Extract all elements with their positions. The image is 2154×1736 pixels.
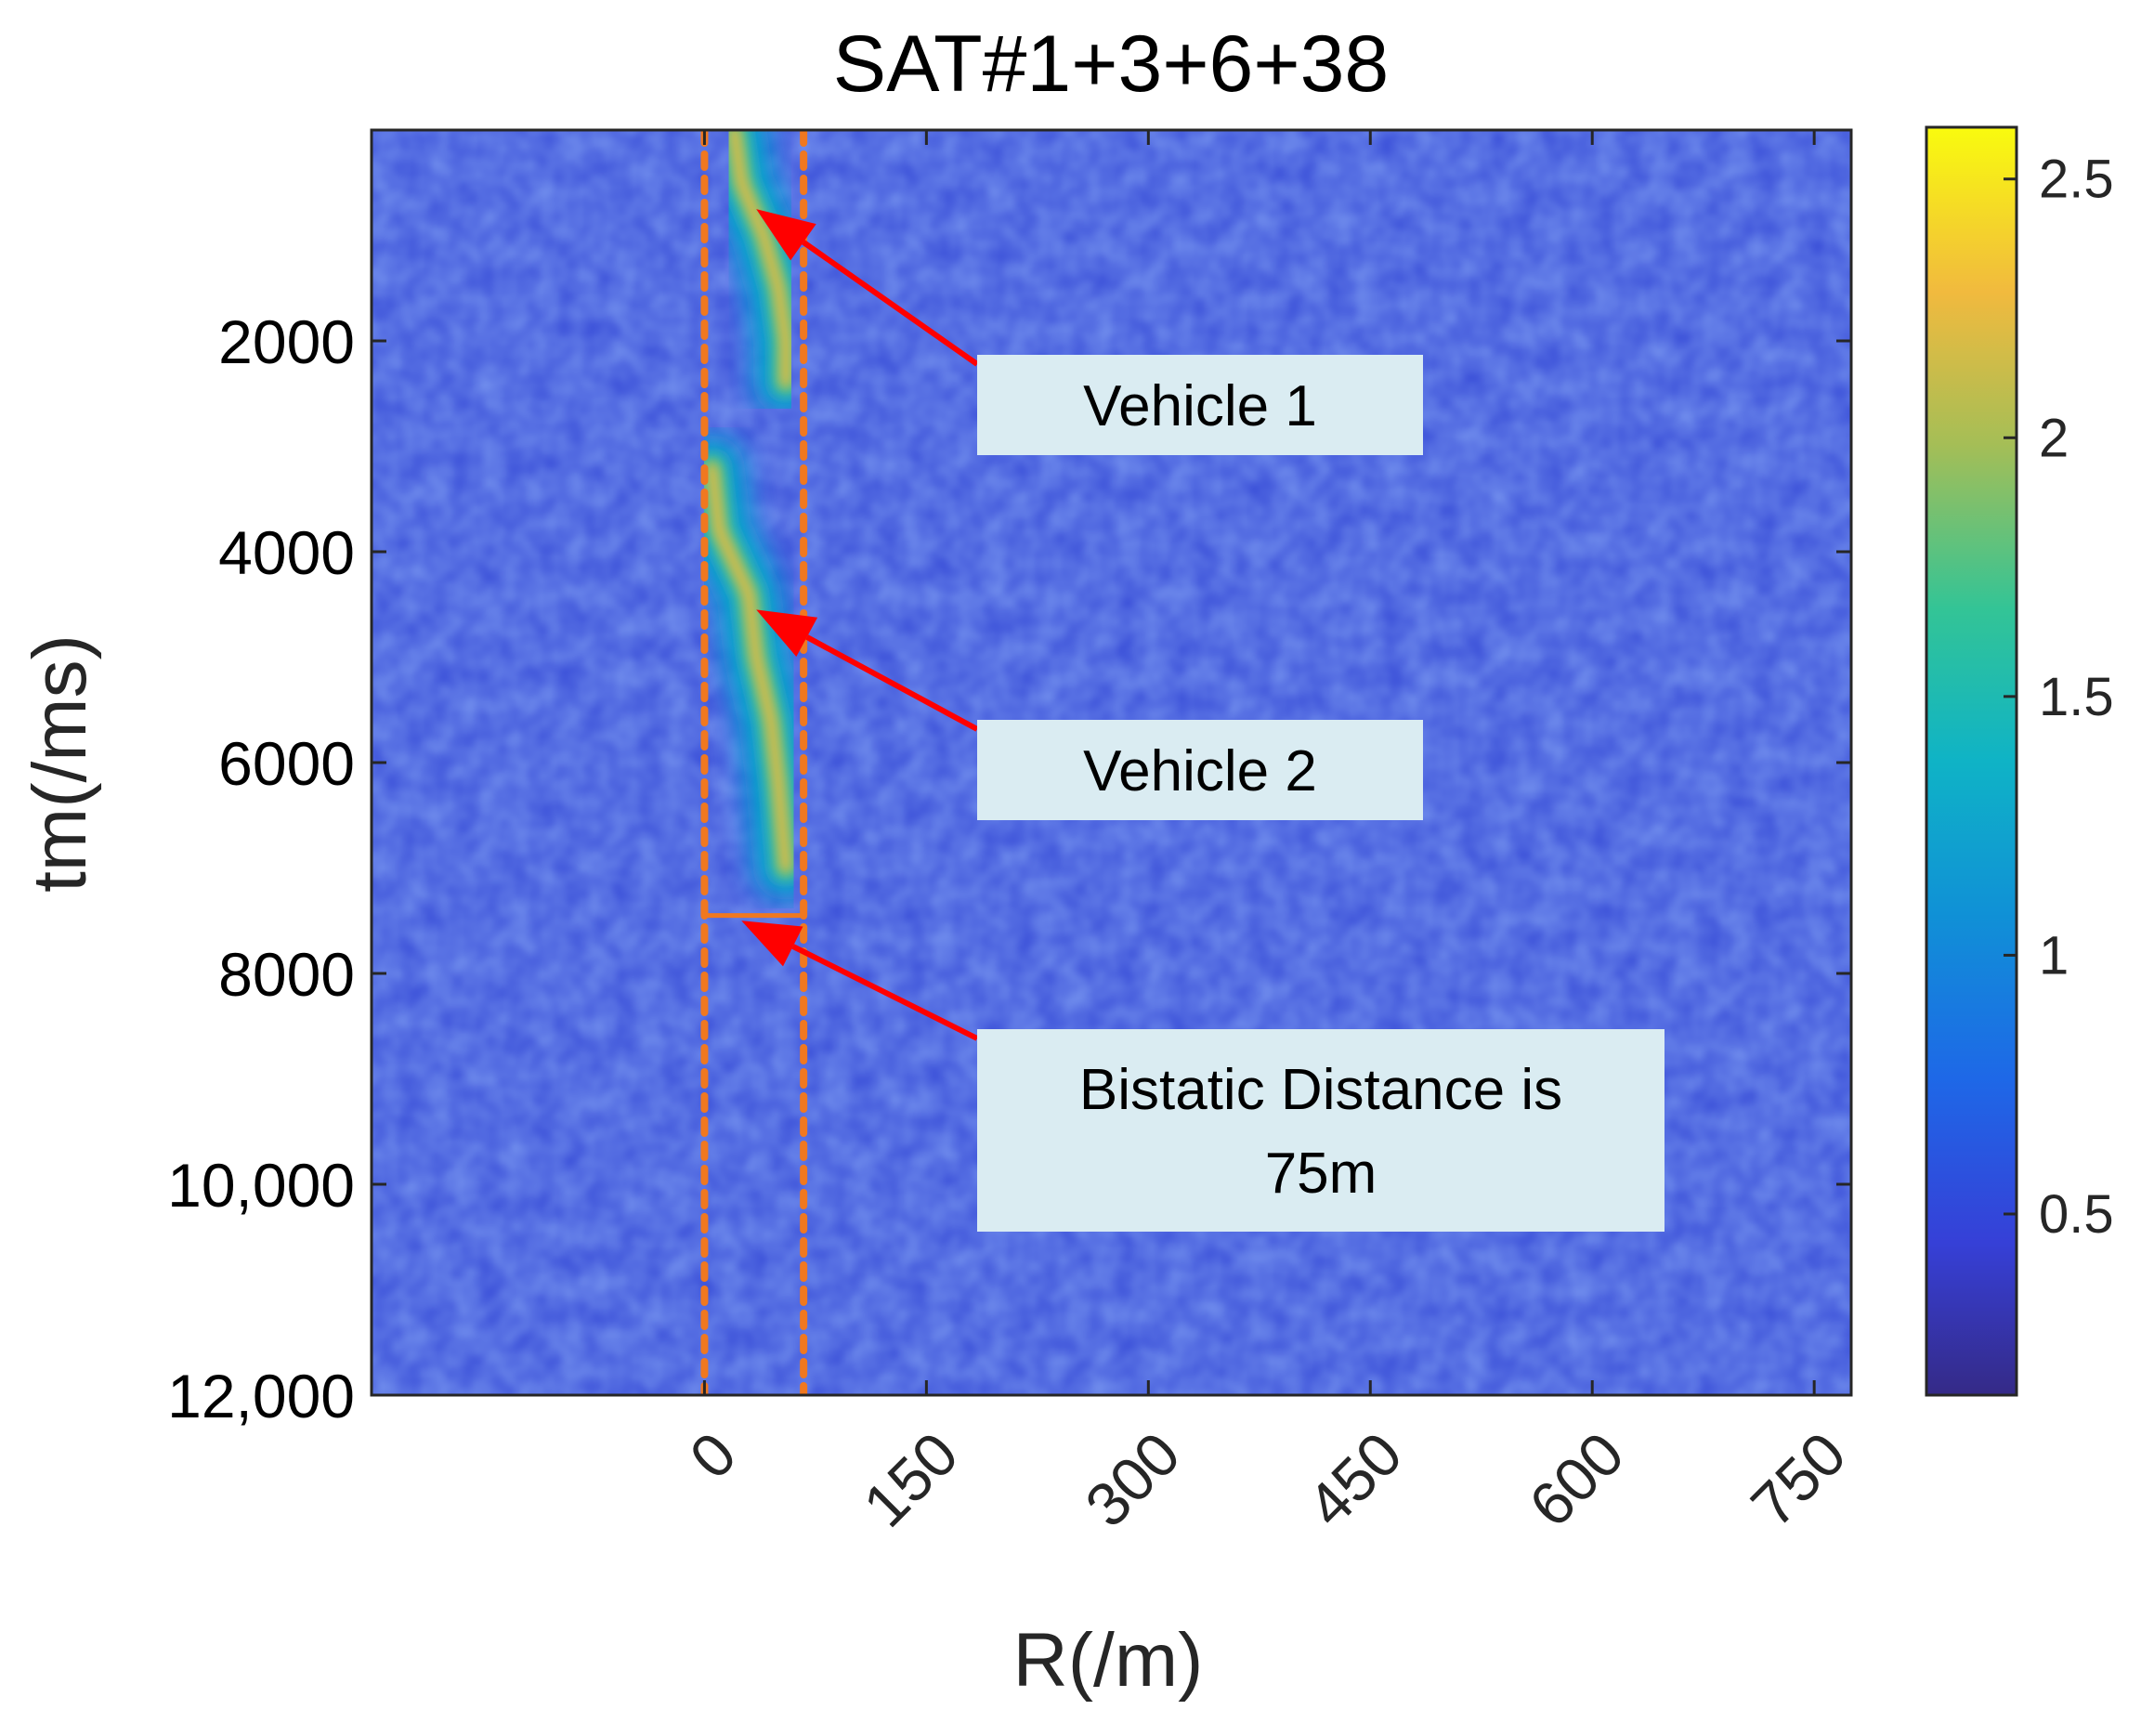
x-tick-label: 300 — [1072, 1419, 1193, 1540]
vehicle-tracks — [679, 130, 819, 901]
annotation-box — [977, 1029, 1664, 1232]
colorbar-tick-label: 2.5 — [2039, 150, 2114, 210]
colorbar-gradient — [1925, 125, 2018, 1397]
colorbar: 0.5 1 1.5 2 2.5 — [1925, 125, 2114, 1397]
annotation-box — [977, 355, 1423, 455]
x-tick-label: 150 — [850, 1419, 971, 1540]
y-tick-label: 12,000 — [167, 1362, 355, 1430]
annotation-arrowhead — [756, 609, 818, 658]
annotation-text: Vehicle 1 — [1083, 374, 1317, 438]
annotation-arrow — [805, 634, 979, 732]
y-tick-label: 10,000 — [167, 1151, 355, 1220]
chart-title: SAT#1+3+6+38 — [833, 20, 1390, 109]
annotation-3: Bistatic Distance is 75m — [741, 920, 1664, 1232]
annotation-text: Vehicle 2 — [1083, 739, 1317, 803]
y-axis: 2000 4000 6000 8000 10,000 12,000 — [167, 307, 1851, 1430]
track-1-layer-4 — [727, 130, 793, 390]
colorbar-tick-label: 1.5 — [2039, 667, 2114, 727]
x-tick-label: 450 — [1294, 1419, 1415, 1540]
colorbar-tick-label: 2 — [2039, 408, 2069, 468]
x-tick-label: 0 — [676, 1419, 749, 1492]
annotation-2: Vehicle 2 — [756, 609, 1423, 820]
annotation-1: Vehicle 1 — [756, 209, 1423, 455]
y-axis-label: tm(/ms) — [18, 634, 102, 893]
annotation-text: Bistatic Distance is — [1079, 1058, 1562, 1122]
range-guides — [700, 130, 808, 1395]
colorbar-tick-label: 1 — [2039, 925, 2069, 985]
x-tick-label: 750 — [1738, 1419, 1859, 1540]
annotation-arrow — [791, 944, 979, 1041]
annotations: Vehicle 1 Vehicle 2 Bistatic Distance is 75… — [741, 209, 1664, 1232]
y-tick-label: 6000 — [218, 729, 355, 798]
y-tick-label: 4000 — [218, 518, 355, 587]
y-tick-label: 2000 — [218, 307, 355, 376]
x-axis-label: R(/m) — [1013, 1618, 1204, 1703]
y-tick-label: 8000 — [218, 940, 355, 1009]
track-2-layer-4 — [705, 461, 793, 875]
annotation-arrowhead — [741, 920, 803, 967]
annotation-box — [977, 720, 1423, 820]
annotation-arrow — [802, 240, 979, 367]
annotation-arrowhead — [756, 209, 816, 261]
x-tick-label: 600 — [1516, 1419, 1637, 1540]
annotation-text: 75m — [1265, 1142, 1377, 1206]
colorbar-tick-label: 0.5 — [2039, 1184, 2114, 1245]
